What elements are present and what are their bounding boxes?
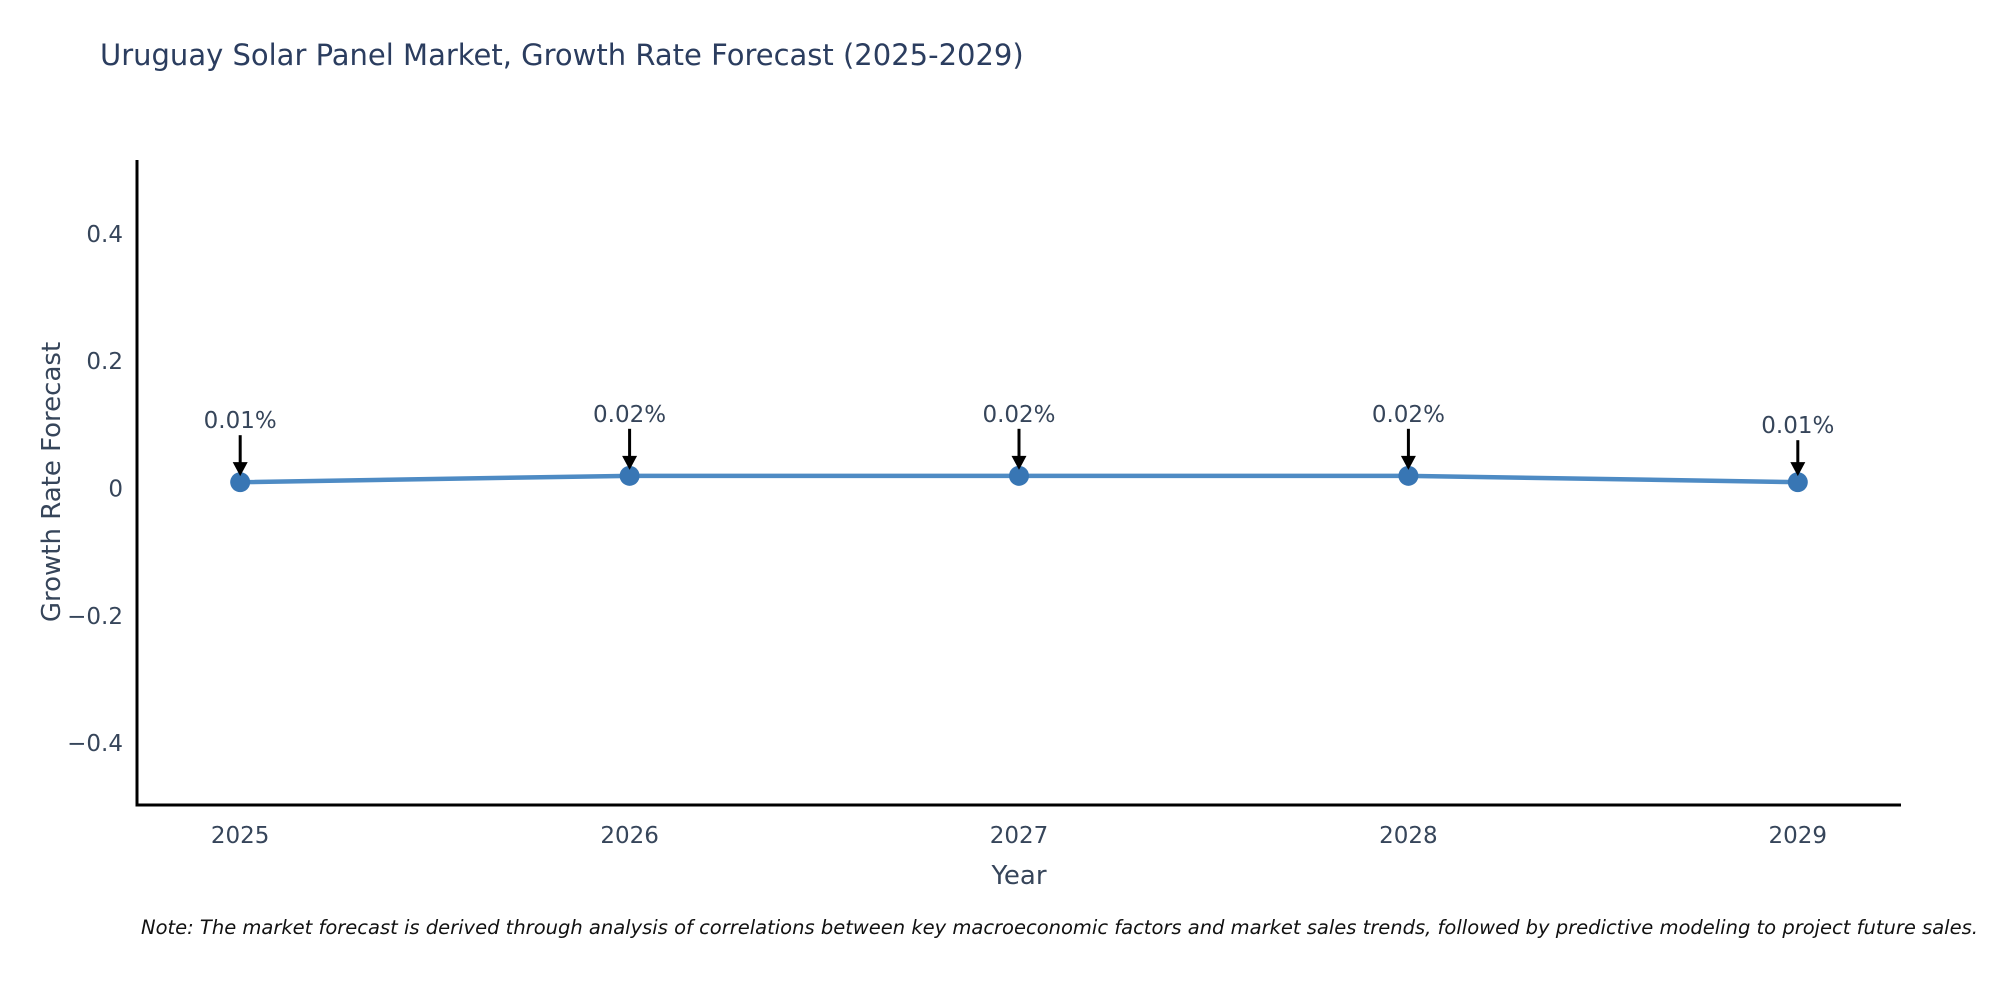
point-annotation-label: 0.01% xyxy=(204,408,277,434)
data-point-marker xyxy=(1787,472,1808,493)
point-annotations: 0.01% 0.02% 0.02% 0.02% 0.01% xyxy=(204,402,1834,477)
y-tick-label: 0 xyxy=(108,477,123,503)
y-tick-label: 0.2 xyxy=(86,349,123,375)
annotation-arrowhead-icon xyxy=(1400,455,1416,470)
x-tick-labels: 2025 2026 2027 2028 2029 xyxy=(211,823,1827,849)
y-axis-title: Growth Rate Forecast xyxy=(37,342,67,622)
line-series xyxy=(230,465,1808,493)
data-point-marker xyxy=(230,472,251,493)
x-tick-label: 2029 xyxy=(1769,823,1828,849)
y-tick-label: −0.2 xyxy=(67,604,123,630)
x-axis-title: Year xyxy=(990,861,1046,891)
x-tick-label: 2026 xyxy=(600,823,659,849)
point-annotation-label: 0.01% xyxy=(1761,413,1834,439)
annotation-arrowhead-icon xyxy=(622,455,638,470)
x-tick-label: 2028 xyxy=(1379,823,1438,849)
axis-spines xyxy=(135,160,1901,807)
annotation-arrowhead-icon xyxy=(1790,462,1806,477)
y-tick-labels: 0.4 0.2 0 −0.2 −0.4 xyxy=(67,222,123,757)
point-annotation-label: 0.02% xyxy=(982,402,1055,428)
x-tick-label: 2027 xyxy=(990,823,1049,849)
chart-title: Uruguay Solar Panel Market, Growth Rate … xyxy=(100,38,1024,72)
point-annotation-label: 0.02% xyxy=(1372,402,1445,428)
data-point-marker xyxy=(1398,465,1419,486)
data-point-marker xyxy=(619,465,640,486)
footnote: Note: The market forecast is derived thr… xyxy=(141,916,1978,939)
annotation-arrowhead-icon xyxy=(232,462,248,477)
point-annotation-label: 0.02% xyxy=(593,402,666,428)
x-tick-label: 2025 xyxy=(211,823,270,849)
y-tick-label: 0.4 xyxy=(86,222,123,248)
y-tick-label: −0.4 xyxy=(67,731,123,757)
data-point-marker xyxy=(1009,465,1029,486)
annotation-arrowhead-icon xyxy=(1011,455,1027,470)
